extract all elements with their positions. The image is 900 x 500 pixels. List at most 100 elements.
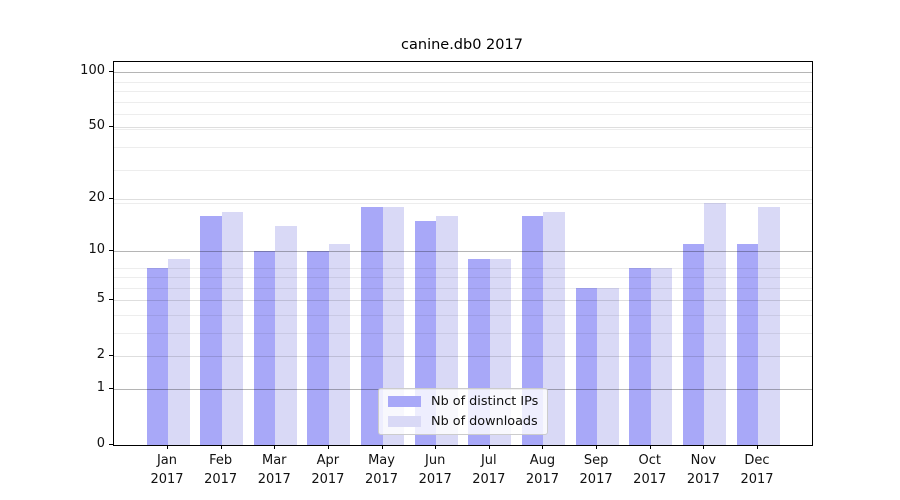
x-label-year: 2017 (364, 472, 399, 487)
bar-may-downloads (382, 207, 405, 445)
bar-oct-downloads (650, 267, 673, 445)
x-label-month: Jul (480, 453, 497, 468)
x-label-month: Sep (583, 453, 609, 468)
bar-oct-distinct-ips (629, 267, 651, 445)
x-tick-sep (596, 445, 598, 449)
x-label-month: May (368, 453, 395, 468)
x-label-year: 2017 (150, 472, 184, 487)
x-tick-jan (167, 445, 168, 449)
x-label-year: 2017 (257, 472, 291, 487)
x-label-month: Apr (316, 453, 340, 468)
y-tick-100 (109, 71, 113, 73)
x-tick-label-apr: Apr 2017 (298, 451, 358, 489)
gridline-3 (114, 333, 812, 335)
x-label-year: 2017 (418, 472, 452, 487)
x-tick-jul (488, 445, 490, 449)
bar-jun-downloads (436, 216, 458, 445)
y-tick-5 (109, 299, 113, 301)
x-tick-label-aug: Aug 2017 (512, 451, 572, 489)
x-tick-mar (274, 445, 276, 449)
x-label-month: Oct (638, 453, 661, 468)
x-tick-label-jul: Jul 2017 (459, 451, 519, 489)
x-tick-label-mar: Mar 2017 (244, 451, 304, 489)
bar-may-distinct-ips (361, 207, 383, 445)
x-tick-aug (542, 445, 544, 449)
x-label-month: Nov (690, 453, 717, 468)
gridline-69 (114, 101, 812, 103)
bar-aug-distinct-ips (521, 216, 544, 445)
x-label-year: 2017 (472, 472, 506, 487)
bar-sep-distinct-ips (575, 287, 598, 445)
x-tick-nov (703, 445, 705, 449)
gridline-79 (114, 91, 812, 93)
bar-apr-downloads (328, 244, 351, 445)
x-label-year: 2017 (204, 472, 238, 487)
x-tick-jun (435, 445, 437, 449)
gridline-2 (114, 356, 812, 358)
y-tick-label-5: 5 (96, 290, 105, 306)
x-label-year: 2017 (633, 472, 667, 487)
x-label-month: Dec (744, 453, 770, 468)
bar-mar-downloads (275, 226, 297, 445)
gridline-49 (114, 128, 812, 130)
x-label-year: 2017 (579, 472, 613, 487)
y-tick-label-20: 20 (88, 189, 105, 205)
y-tick-2 (109, 355, 113, 357)
bar-nov-distinct-ips (682, 244, 705, 445)
gridline-39 (114, 147, 812, 149)
y-tick-label-2: 2 (96, 346, 105, 362)
bar-feb-downloads (221, 211, 244, 445)
x-tick-label-sep: Sep 2017 (566, 451, 626, 489)
bar-aug-downloads (543, 211, 565, 445)
x-label-year: 2017 (686, 472, 720, 487)
y-tick-label-50: 50 (88, 117, 105, 133)
legend: Nb of distinct IPs Nb of downloads (378, 388, 548, 435)
x-tick-label-feb: Feb 2017 (191, 451, 251, 489)
x-label-month: Feb (209, 453, 233, 468)
gridline-19 (114, 203, 812, 204)
legend-label-downloads: Nb of downloads (431, 414, 538, 429)
bar-dec-downloads (758, 207, 780, 445)
x-tick-oct (649, 445, 651, 449)
x-label-year: 2017 (311, 472, 345, 487)
bar-sep-downloads (597, 287, 619, 445)
y-tick-10 (109, 250, 113, 252)
y-tick-1 (109, 388, 113, 389)
legend-swatch-downloads (388, 416, 421, 427)
x-label-month: Aug (529, 453, 556, 468)
gridline-10 (114, 251, 812, 253)
x-label-month: Jan (156, 453, 178, 468)
legend-swatch-distinct-ips (388, 396, 421, 407)
bar-mar-distinct-ips (253, 251, 276, 445)
x-tick-label-dec: Dec 2017 (727, 451, 787, 489)
y-tick-20 (109, 198, 113, 200)
x-tick-feb (220, 445, 222, 449)
chart-title: canine.db0 2017 (401, 37, 523, 53)
legend-label-distinct-ips: Nb of distinct IPs (431, 394, 539, 409)
bar-apr-distinct-ips (307, 251, 329, 445)
gridline-50 (114, 127, 812, 129)
gridline-6 (114, 287, 812, 289)
y-tick-label-100: 100 (80, 62, 105, 78)
x-tick-may (381, 445, 383, 449)
x-label-month: Mar (262, 453, 287, 468)
y-tick-label-10: 10 (88, 241, 105, 257)
bar-feb-distinct-ips (200, 216, 222, 445)
y-tick-0 (109, 444, 113, 445)
x-tick-label-jun: Jun 2017 (405, 451, 465, 489)
x-tick-dec (757, 445, 758, 449)
x-tick-label-nov: Nov 2017 (673, 451, 733, 489)
gridline-8 (114, 267, 812, 269)
gridline-59 (114, 114, 812, 116)
x-label-year: 2017 (525, 472, 559, 487)
gridline-20 (114, 199, 812, 201)
gridline-100 (114, 72, 812, 74)
legend-row-downloads: Nb of downloads (388, 414, 538, 429)
y-tick-label-0: 0 (96, 435, 105, 451)
x-tick-label-may: May 2017 (352, 451, 412, 489)
bar-jan-downloads (168, 259, 190, 445)
y-tick-50 (109, 126, 113, 128)
gridline-89 (114, 81, 812, 83)
gridline-7 (114, 277, 812, 279)
